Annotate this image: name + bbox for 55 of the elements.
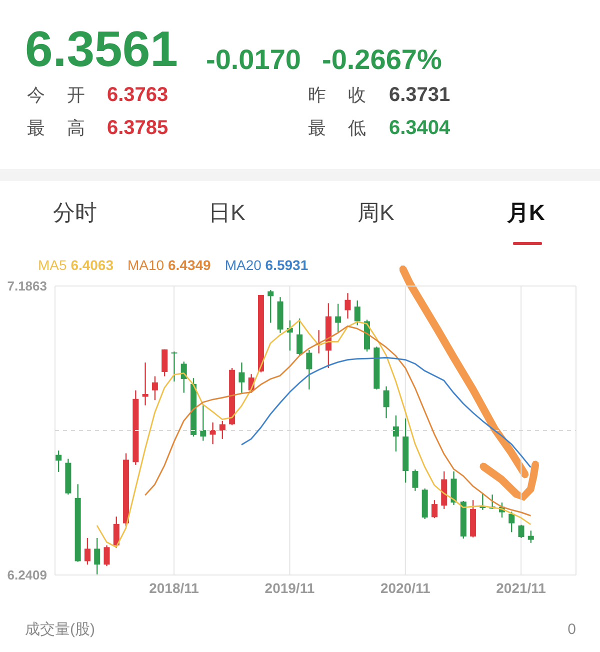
text: 6.3763 xyxy=(107,84,168,106)
text: 周K xyxy=(358,200,394,225)
text: 最高 xyxy=(27,118,85,138)
candlestick xyxy=(296,318,303,356)
text: 日K xyxy=(208,200,246,225)
candlestick xyxy=(210,422,216,445)
text: MA5 6.4063 xyxy=(38,257,114,273)
candlestick xyxy=(268,289,274,324)
candlestick xyxy=(508,511,515,533)
y-tick-label: 7.1863 xyxy=(7,278,47,294)
candlestick xyxy=(238,362,245,394)
line-series xyxy=(240,356,532,468)
candlestick xyxy=(94,537,100,575)
candlestick xyxy=(528,530,534,544)
y-tick-label: 6.2409 xyxy=(7,568,47,583)
text: 月K xyxy=(507,200,545,225)
x-tick-label: 2018/11 xyxy=(149,580,200,596)
candlestick xyxy=(152,376,158,401)
text: 今开 xyxy=(27,85,85,105)
candlestick xyxy=(392,414,399,452)
x-tick-label: 2019/11 xyxy=(264,580,315,596)
candlestick xyxy=(113,516,120,549)
candlestick xyxy=(200,404,206,442)
x-tick-label: 2020/11 xyxy=(380,580,431,596)
line-series xyxy=(144,325,532,516)
candlestick xyxy=(56,450,62,473)
text: 6.3731 xyxy=(389,84,450,106)
candlestick xyxy=(306,349,312,390)
candlestick xyxy=(518,524,524,539)
candlestick xyxy=(142,362,148,406)
candlestick xyxy=(344,292,351,320)
candlestick xyxy=(431,499,438,519)
candlestick xyxy=(84,537,90,566)
text: MA20 6.5931 xyxy=(224,257,308,273)
candlestick xyxy=(162,348,168,377)
candlestick xyxy=(104,544,110,567)
text: MA10 6.4349 xyxy=(128,257,211,273)
candlestick xyxy=(383,386,390,419)
text: 0 xyxy=(568,620,576,638)
candlestick xyxy=(450,470,457,506)
candlestick xyxy=(171,350,178,382)
text: 6.3785 xyxy=(107,117,168,139)
text: 成交量(股) xyxy=(25,620,95,638)
text: 6.3404 xyxy=(389,117,450,139)
candlestick xyxy=(412,468,418,492)
text: 分时 xyxy=(53,200,97,225)
text: -0.0170 xyxy=(206,44,301,75)
text: 最低 xyxy=(308,118,366,138)
chart-title: 6.3561 xyxy=(25,21,178,77)
text: 昨收 xyxy=(308,85,366,105)
candlestick xyxy=(354,300,360,326)
candlestick xyxy=(219,420,226,440)
candlestick xyxy=(335,303,342,333)
text: -0.2667% xyxy=(322,44,442,75)
x-tick-label: 2021/11 xyxy=(496,580,546,596)
